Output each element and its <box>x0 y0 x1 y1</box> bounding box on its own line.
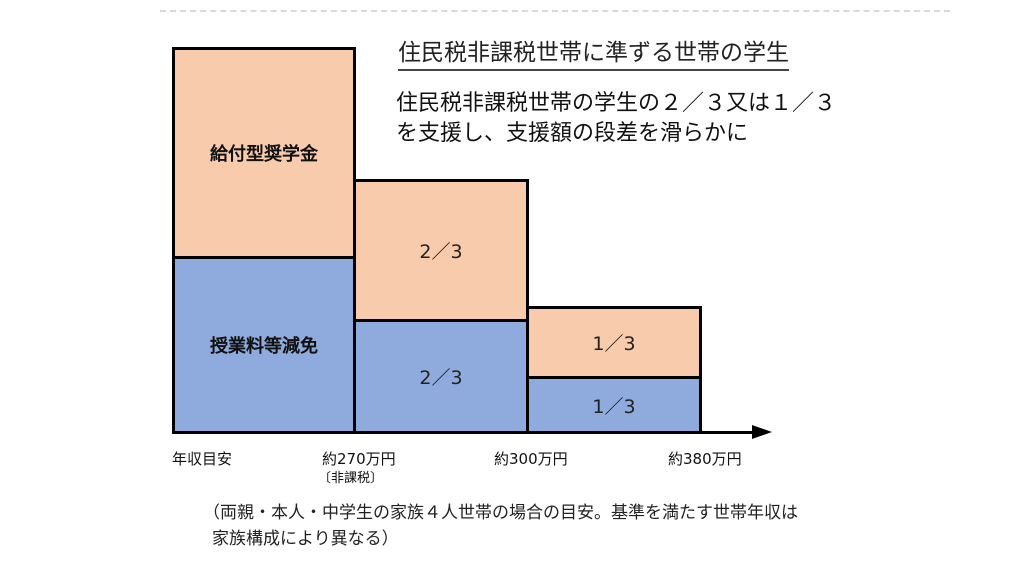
axis-label: 年収目安 <box>172 450 233 468</box>
footnote-line-2: 家族構成により異なる） <box>212 529 399 549</box>
footnote-line-1: （両親・本人・中学生の家族４人世帯の場合の目安。基準を満たす世帯年収は <box>203 503 798 523</box>
scholarship-label: 給付型奨学金 <box>210 144 318 165</box>
tuition-fraction-one-third: 1／3 <box>592 395 636 418</box>
axis-tick-380: 約380万円 <box>668 450 742 468</box>
tuition-fraction-two-thirds: 2／3 <box>419 367 463 389</box>
diagram-heading: 住民税非課税世帯に準ずる世帯の学生 <box>398 38 789 71</box>
scholarship-block-one-third: 1／3 <box>526 306 702 379</box>
tuition-block-two-thirds: 2／3 <box>353 319 529 434</box>
description-line-2: を支援し、支援額の段差を滑らかに <box>396 121 749 146</box>
scholarship-block-two-thirds: 2／3 <box>353 179 529 322</box>
tuition-block-full: 授業料等減免 <box>172 256 356 434</box>
axis-tick-270: 約270万円 <box>322 450 396 468</box>
tuition-block-one-third: 1／3 <box>526 376 702 434</box>
scholarship-fraction-one-third: 1／3 <box>592 333 636 355</box>
description-line-1: 住民税非課税世帯の学生の２／３又は１／３ <box>396 91 837 116</box>
scholarship-block-full: 給付型奨学金 <box>172 47 356 259</box>
axis-tick-note-non-taxable: 〔非課税〕 <box>318 471 384 486</box>
footnote: （両親・本人・中学生の家族４人世帯の場合の目安。基準を満たす世帯年収は 家族構成… <box>203 500 798 552</box>
scholarship-fraction-two-thirds: 2／3 <box>419 241 463 263</box>
tuition-label: 授業料等減免 <box>210 336 318 357</box>
top-divider <box>160 10 950 12</box>
income-axis-line <box>172 431 756 434</box>
axis-arrow-icon <box>752 425 772 439</box>
axis-tick-300: 約300万円 <box>494 450 568 468</box>
description-text: 住民税非課税世帯の学生の２／３又は１／３ を支援し、支援額の段差を滑らかに <box>396 89 836 149</box>
